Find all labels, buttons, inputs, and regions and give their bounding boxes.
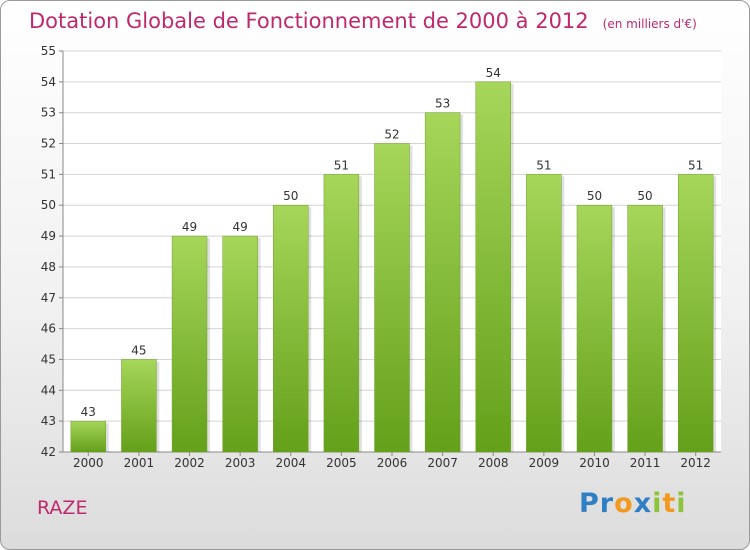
y-tick-label: 55 [41,44,56,58]
y-tick-label: 48 [41,260,56,274]
logo-letter: i [676,488,687,519]
y-tick-label: 53 [41,106,56,120]
bar [121,359,157,453]
logo-letter: i [652,488,663,519]
chart-title: Dotation Globale de Fonctionnement de 20… [29,9,697,33]
x-tick-label: 2008 [478,456,509,470]
y-tick-label: 43 [41,414,56,428]
bar-value-label: 50 [587,189,602,203]
bar-value-label: 50 [637,189,652,203]
bar-value-label: 49 [182,220,197,234]
bar [677,174,714,453]
x-tick-label: 2004 [275,456,306,470]
bar-value-label: 52 [384,128,399,142]
bar [70,420,107,453]
x-tick-label: 2003 [225,456,256,470]
bar [323,174,360,453]
logo-letter: P [579,488,600,519]
y-tick-label: 46 [41,322,56,336]
logo-letter: o [614,488,634,519]
chart-unit: (en milliers d'€) [602,17,697,31]
logo-letter: t [662,488,677,519]
x-tick-label: 2011 [630,456,661,470]
y-tick-label: 47 [41,291,56,305]
commune-name: RAZE [37,497,88,519]
bar [526,174,562,453]
bar [627,204,663,453]
x-tick-label: 2010 [579,456,610,470]
bar-value-label: 45 [131,343,146,357]
proxiti-logo: Proxiti [579,488,687,519]
bar-value-label: 54 [486,66,501,80]
x-tick-label: 2007 [427,456,458,470]
x-tick-label: 2000 [73,456,104,470]
bar [374,143,410,453]
bar [475,81,511,453]
bar-value-label: 53 [435,97,450,111]
y-tick-label: 44 [41,383,56,397]
bar [273,204,309,453]
logo-letter: r [599,488,615,519]
y-tick-label: 45 [41,352,56,366]
y-tick-label: 50 [41,198,56,212]
y-tick-label: 54 [41,75,56,89]
x-tick-label: 2005 [326,456,357,470]
bar-value-label: 50 [283,189,298,203]
y-tick-label: 52 [41,137,56,151]
bar [222,235,258,453]
x-tick-label: 2001 [124,456,155,470]
bar-value-label: 43 [81,405,96,419]
bar [171,235,208,453]
chart-title-text: Dotation Globale de Fonctionnement de 20… [29,9,589,33]
y-tick-label: 42 [41,445,56,459]
x-tick-label: 2009 [529,456,560,470]
bar [576,204,613,453]
bar-value-label: 49 [233,220,248,234]
y-tick-label: 51 [41,167,56,181]
x-tick-label: 2012 [680,456,711,470]
x-tick-label: 2002 [174,456,205,470]
x-tick-label: 2006 [377,456,408,470]
bar-value-label: 51 [688,158,703,172]
y-tick-label: 49 [41,229,56,243]
logo-letter: x [633,488,653,519]
bar-value-label: 51 [536,158,551,172]
bar [424,112,461,453]
bar-value-label: 51 [334,158,349,172]
